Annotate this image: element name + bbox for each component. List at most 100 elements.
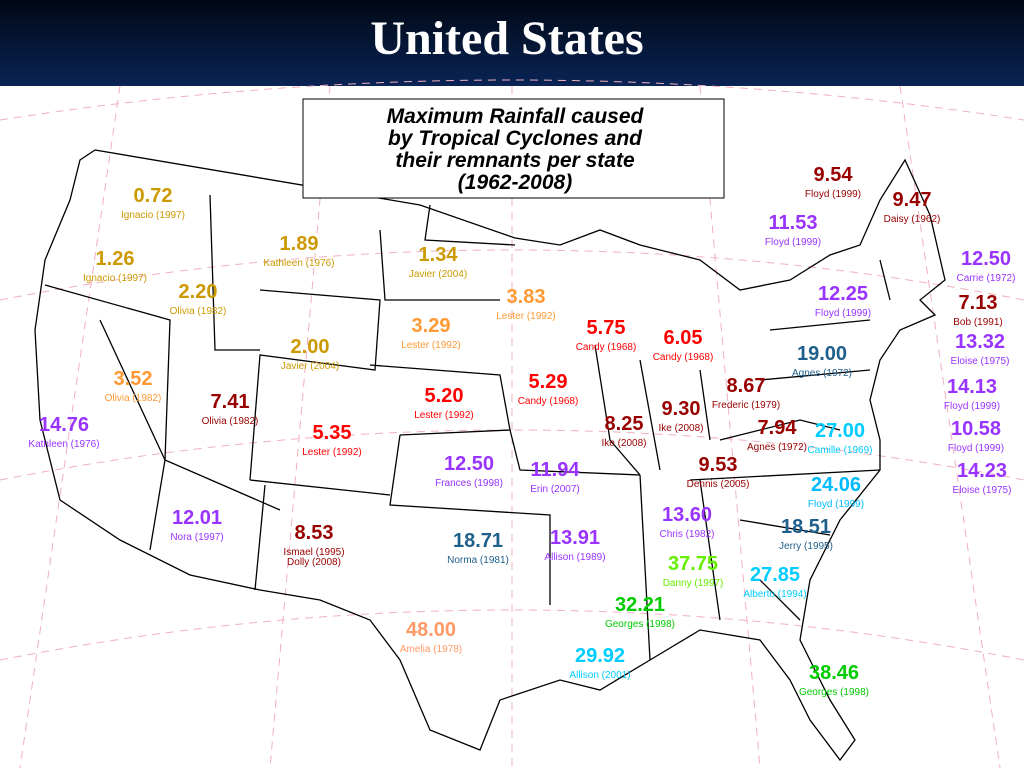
- rainfall-value: 13.91: [550, 527, 600, 549]
- rainfall-value: 3.29: [412, 315, 451, 337]
- storm-name: Olivia (1982): [170, 306, 227, 317]
- storm-name: Ike (2008): [658, 423, 703, 434]
- storm-name: Floyd (1999): [808, 499, 864, 510]
- rainfall-value: 9.54: [814, 164, 854, 186]
- rainfall-value: 11.94: [531, 459, 581, 481]
- storm-name: Eloise (1975): [953, 485, 1012, 496]
- storm-name: Olivia (1982): [202, 416, 259, 427]
- rainfall-value: 18.71: [453, 530, 503, 552]
- storm-name: Bob (1991): [953, 317, 1002, 328]
- storm-name: Javier (2004): [281, 361, 339, 372]
- rainfall-value: 1.26: [96, 248, 135, 270]
- storm-name: Alberto (1994): [743, 589, 806, 600]
- legend-text: Maximum Rainfall caused by Tropical Cycl…: [387, 105, 645, 194]
- rainfall-value: 12.01: [172, 507, 222, 529]
- storm-name: Kathleen (1976): [263, 258, 334, 269]
- rainfall-value: 8.67: [727, 375, 766, 397]
- storm-name: Eloise (1975): [951, 356, 1010, 367]
- rainfall-value: 9.53: [699, 454, 738, 476]
- storm-name: Dolly (2008): [287, 557, 341, 568]
- rainfall-value: 3.83: [507, 286, 546, 308]
- rainfall-value: 0.72: [134, 185, 173, 207]
- legend-line: (1962-2008): [458, 171, 572, 194]
- rainfall-value: 38.46: [809, 662, 859, 684]
- storm-name: Ismael (1995): [283, 547, 344, 558]
- rainfall-value: 12.50: [444, 453, 494, 475]
- rainfall-value: 37.75: [668, 553, 718, 575]
- rainfall-value: 1.34: [419, 244, 459, 266]
- rainfall-value: 6.05: [664, 327, 703, 349]
- rainfall-value: 12.50: [961, 248, 1011, 270]
- title-bar: [0, 0, 1024, 86]
- legend-line: Maximum Rainfall caused: [387, 105, 645, 128]
- storm-name: Norma (1981): [447, 555, 509, 566]
- legend-line: by Tropical Cyclones and: [388, 127, 643, 150]
- storm-name: Nora (1997): [170, 532, 223, 543]
- rainfall-value: 32.21: [615, 594, 665, 616]
- rainfall-value: 29.92: [575, 645, 625, 667]
- rainfall-value: 5.75: [587, 317, 626, 339]
- storm-name: Ignacio (1997): [83, 273, 147, 284]
- storm-name: Candy (1968): [576, 342, 637, 353]
- storm-name: Floyd (1999): [944, 401, 1000, 412]
- title: United States: [370, 12, 643, 65]
- storm-name: Javier (2004): [409, 269, 467, 280]
- storm-name: Allison (2001): [569, 670, 630, 681]
- rainfall-value: 27.85: [750, 564, 800, 586]
- storm-name: Allison (1989): [544, 552, 605, 563]
- storm-name: Floyd (1999): [765, 237, 821, 248]
- rainfall-value: 5.35: [313, 422, 352, 444]
- storm-name: Amelia (1978): [400, 644, 462, 655]
- rainfall-value: 5.20: [425, 385, 464, 407]
- map-outline: [34, 149, 946, 762]
- rainfall-value: 2.00: [291, 336, 330, 358]
- rainfall-value: 7.41: [211, 391, 250, 413]
- storm-name: Ignacio (1997): [121, 210, 185, 221]
- storm-name: Floyd (1999): [805, 189, 861, 200]
- rainfall-value: 48.00: [406, 619, 456, 641]
- storm-name: Frederic (1979): [712, 400, 780, 411]
- rainfall-value: 8.53: [295, 522, 334, 544]
- storm-name: Danny (1997): [663, 578, 724, 589]
- legend-line: their remnants per state: [395, 149, 635, 172]
- rainfall-value: 8.25: [605, 413, 644, 435]
- rainfall-value: 13.32: [955, 331, 1005, 353]
- storm-name: Lester (1992): [302, 447, 361, 458]
- rainfall-value: 5.29: [529, 371, 568, 393]
- rainfall-value: 11.53: [769, 212, 818, 234]
- storm-name: Camille (1969): [807, 445, 872, 456]
- storm-name: Lester (1992): [401, 340, 460, 351]
- rainfall-value: 9.30: [662, 398, 701, 420]
- storm-name: Erin (2007): [530, 484, 579, 495]
- rainfall-value: 9.47: [893, 189, 932, 211]
- rainfall-value: 14.13: [947, 376, 997, 398]
- rainfall-value: 14.23: [957, 460, 1007, 482]
- legend-box: [302, 98, 725, 199]
- rainfall-value: 1.89: [280, 233, 319, 255]
- storm-name: Floyd (1999): [815, 308, 871, 319]
- storm-name: Chris (1982): [659, 529, 714, 540]
- storm-name: Candy (1968): [518, 396, 579, 407]
- storm-name: Daisy (1962): [884, 214, 941, 225]
- storm-name: Frances (1998): [435, 478, 503, 489]
- rainfall-value: 12.25: [818, 283, 868, 305]
- storm-name: Ike (2008): [601, 438, 646, 449]
- storm-name: Georges (1998): [605, 619, 675, 630]
- rainfall-value: 14.76: [39, 414, 89, 436]
- rainfall-value: 7.13: [959, 292, 998, 314]
- labels: 0.72 Ignacio (1997) 1.26 Ignacio (1997) 2.20…: [28, 164, 1015, 698]
- rainfall-value: 19.00: [797, 343, 847, 365]
- storm-name: Candy (1968): [653, 352, 714, 363]
- storm-name: Agnes (1972): [747, 442, 807, 453]
- storm-name: Lester (1992): [496, 311, 555, 322]
- rainfall-value: 13.60: [662, 504, 712, 526]
- rainfall-value: 7.94: [758, 417, 798, 439]
- rainfall-value: 24.06: [811, 474, 861, 496]
- storm-name: Georges (1998): [799, 687, 869, 698]
- storm-name: Carrie (1972): [957, 273, 1016, 284]
- storm-name: Dennis (2005): [687, 479, 750, 490]
- rainfall-value: 2.20: [179, 281, 218, 303]
- storm-name: Agnes (1972): [792, 368, 852, 379]
- storm-name: Floyd (1999): [948, 443, 1004, 454]
